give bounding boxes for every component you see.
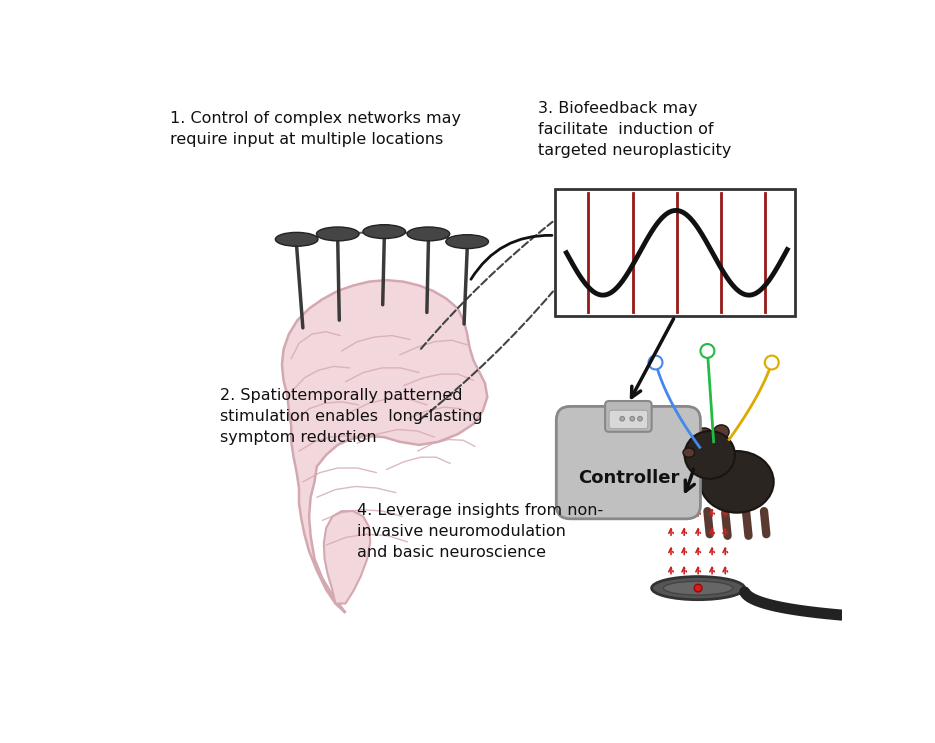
Circle shape — [630, 416, 635, 421]
Text: 3. Biofeedback may
facilitate  induction of
targeted neuroplasticity: 3. Biofeedback may facilitate induction … — [538, 101, 731, 158]
FancyBboxPatch shape — [556, 406, 700, 519]
FancyBboxPatch shape — [609, 410, 648, 429]
Ellipse shape — [713, 425, 729, 438]
Circle shape — [638, 416, 642, 421]
Ellipse shape — [407, 227, 450, 241]
FancyBboxPatch shape — [605, 401, 652, 432]
Ellipse shape — [363, 224, 406, 239]
Circle shape — [700, 344, 714, 358]
Ellipse shape — [316, 227, 359, 241]
Ellipse shape — [684, 431, 735, 478]
Text: 1. Control of complex networks may
require input at multiple locations: 1. Control of complex networks may requi… — [169, 111, 461, 146]
Polygon shape — [324, 511, 370, 603]
Ellipse shape — [276, 233, 318, 246]
Circle shape — [649, 356, 663, 369]
Circle shape — [620, 416, 625, 421]
Ellipse shape — [652, 577, 744, 600]
FancyArrowPatch shape — [471, 236, 552, 279]
Circle shape — [765, 356, 779, 369]
Polygon shape — [282, 280, 487, 613]
Bar — [554, 189, 795, 317]
Text: 2. Spatiotemporally patterned
stimulation enables  long-lasting
symptom reductio: 2. Spatiotemporally patterned stimulatio… — [220, 388, 482, 445]
Ellipse shape — [700, 451, 773, 513]
Ellipse shape — [663, 581, 733, 595]
Circle shape — [695, 584, 702, 592]
Text: Controller: Controller — [578, 469, 679, 487]
Text: 4. Leverage insights from non-
invasive neuromodulation
and basic neuroscience: 4. Leverage insights from non- invasive … — [357, 504, 603, 560]
Ellipse shape — [446, 235, 488, 249]
Ellipse shape — [683, 448, 695, 457]
Ellipse shape — [696, 428, 712, 444]
